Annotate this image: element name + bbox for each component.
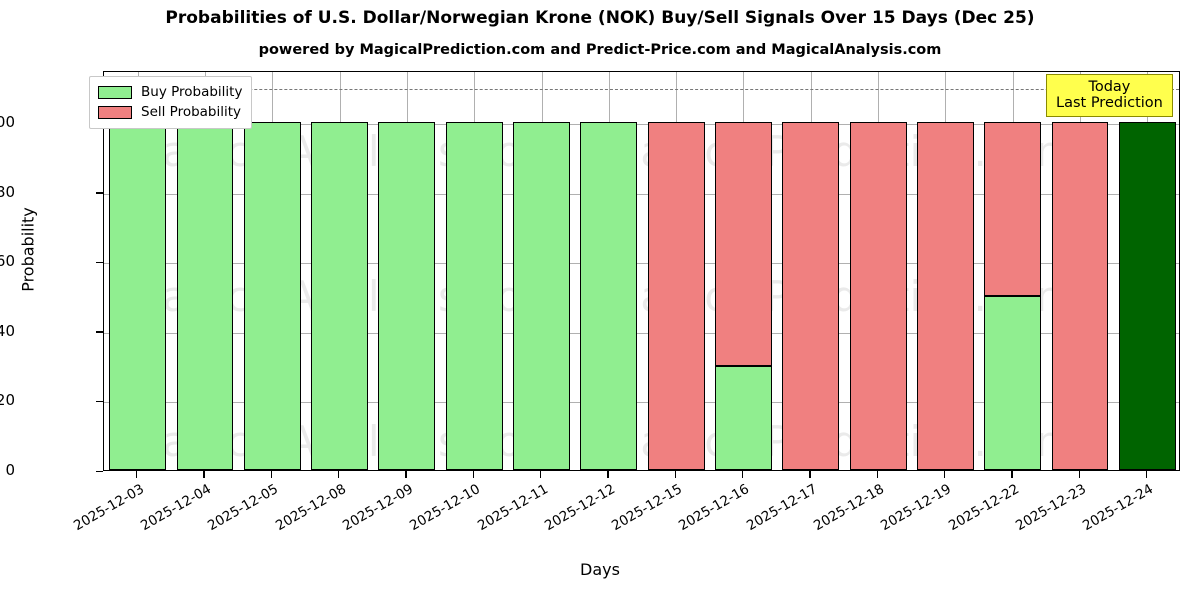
legend[interactable]: Buy Probability Sell Probability: [89, 76, 253, 129]
bar-group[interactable]: [849, 72, 907, 470]
y-tick-mark: [96, 470, 103, 472]
x-tick-mark: [338, 471, 340, 478]
legend-swatch-icon: [98, 105, 132, 119]
x-tick-mark: [1011, 471, 1013, 478]
bar-group[interactable]: [916, 72, 974, 470]
x-tick-mark: [203, 471, 205, 478]
bar-group[interactable]: [782, 72, 840, 470]
bar-segment-buy[interactable]: [445, 122, 503, 470]
bar-segment-sell[interactable]: [1051, 122, 1109, 470]
y-tick-label: 20: [0, 391, 15, 410]
bar-group[interactable]: [1051, 72, 1109, 470]
gridline-horizontal: [104, 263, 1179, 265]
bar-segment-sell[interactable]: [647, 122, 705, 470]
x-tick-mark: [270, 471, 273, 478]
bar-group[interactable]: [109, 72, 167, 470]
legend-item[interactable]: Buy Probability: [98, 82, 242, 102]
chart-title: Probabilities of U.S. Dollar/Norwegian K…: [165, 8, 1035, 28]
chart-subtitle: powered by MagicalPrediction.com and Pre…: [258, 42, 942, 58]
bar-group[interactable]: [1118, 72, 1176, 470]
plot-area: MagicalAnalysis.comMagicalPrediction.com…: [103, 71, 1180, 471]
x-tick-mark: [136, 471, 138, 478]
bar-group[interactable]: [445, 72, 503, 470]
bar-segment-buy[interactable]: [109, 122, 167, 470]
legend-label: Buy Probability: [141, 84, 243, 100]
bar-group[interactable]: [378, 72, 436, 470]
bar-group[interactable]: [984, 72, 1042, 470]
y-tick-label: 80: [0, 182, 15, 201]
x-tick-mark: [809, 471, 811, 478]
y-tick-mark: [96, 192, 103, 194]
x-tick-mark: [1145, 471, 1148, 478]
x-tick-mark: [607, 471, 609, 478]
bar-segment-sell[interactable]: [984, 122, 1042, 297]
legend-item[interactable]: Sell Probability: [98, 102, 242, 122]
x-tick-mark: [405, 471, 407, 478]
y-tick-mark: [96, 261, 103, 264]
bar-group[interactable]: [513, 72, 570, 470]
bar-segment-buy[interactable]: [513, 122, 570, 470]
bar-segment-buy[interactable]: [378, 122, 436, 470]
bar-group[interactable]: [715, 72, 772, 470]
y-tick-mark: [96, 331, 103, 333]
legend-label: Sell Probability: [141, 104, 242, 120]
bar-segment-buy[interactable]: [715, 365, 772, 470]
gridline-horizontal: [104, 332, 1179, 334]
bar-group[interactable]: [580, 72, 638, 470]
x-tick-mark: [1078, 471, 1080, 478]
today-annotation-line1: Today: [1088, 79, 1131, 95]
bar-group[interactable]: [176, 72, 234, 470]
x-tick-mark: [674, 471, 676, 478]
x-tick-mark: [943, 471, 946, 478]
x-axis-label: Days: [580, 560, 620, 579]
y-tick-mark: [96, 400, 103, 403]
x-tick-mark: [741, 471, 744, 478]
bar-segment-sell[interactable]: [916, 122, 974, 470]
bar-segment-sell[interactable]: [782, 122, 840, 470]
y-tick-label: 0: [5, 461, 15, 479]
bar-segment-buy[interactable]: [176, 122, 234, 470]
x-tick-mark: [876, 471, 878, 478]
bar-segment-sell[interactable]: [849, 122, 907, 470]
gridline-horizontal: [104, 402, 1179, 404]
today-annotation: Today Last Prediction: [1046, 74, 1173, 118]
bar-segment-buy[interactable]: [243, 122, 301, 470]
today-annotation-line2: Last Prediction: [1056, 95, 1163, 112]
bar-group[interactable]: [647, 72, 705, 470]
x-tick-mark: [472, 471, 475, 478]
y-tick-label: 60: [0, 252, 15, 271]
y-tick-label: 40: [0, 321, 15, 340]
bar-segment-today[interactable]: [1118, 122, 1176, 470]
bar-segment-buy[interactable]: [984, 296, 1042, 470]
bar-segment-buy[interactable]: [311, 122, 369, 470]
y-tick-label: 100: [0, 113, 15, 132]
bar-group[interactable]: [311, 72, 369, 470]
gridline-horizontal: [104, 193, 1179, 195]
bar-segment-buy[interactable]: [580, 122, 638, 470]
bar-group[interactable]: [243, 72, 301, 470]
gridline-horizontal: [104, 124, 1179, 126]
x-tick-mark: [540, 471, 542, 478]
legend-swatch-icon: [98, 85, 132, 99]
reference-dashed-line: [104, 89, 1179, 91]
bar-segment-sell[interactable]: [715, 122, 772, 366]
y-axis-label: Probability: [18, 207, 38, 292]
